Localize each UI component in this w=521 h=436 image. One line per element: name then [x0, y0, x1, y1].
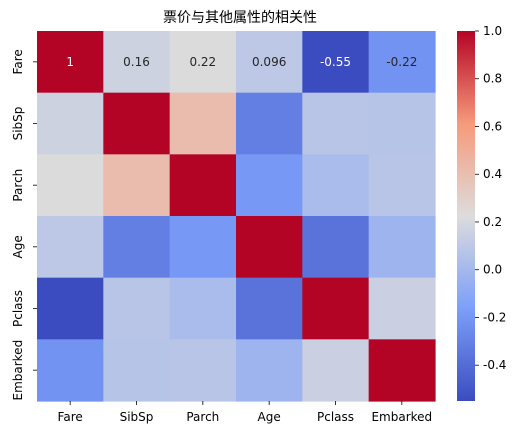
heatmap-cell — [302, 277, 370, 340]
heatmap-cell — [37, 339, 104, 402]
colorbar-ticks: -0.4 -0.2 0.0 0.2 0.4 0.6 0.8 1.0 — [475, 24, 506, 372]
heatmap-cell — [169, 216, 237, 279]
heatmap-cell — [368, 31, 436, 94]
heatmap-cell — [368, 92, 436, 155]
heatmap-cell — [37, 92, 104, 155]
heatmap-cell — [169, 92, 237, 155]
heatmap-cell — [236, 277, 303, 340]
column-tick-label: Age — [258, 410, 281, 424]
heatmap-cell — [103, 277, 171, 340]
heatmap-cell — [368, 154, 436, 217]
heatmap-cell — [103, 92, 171, 155]
colorbar-tick-label: 0.8 — [483, 72, 502, 86]
column-tick-label: Fare — [58, 410, 83, 424]
heatmap-cell — [169, 277, 237, 340]
cell-annotation: 0.22 — [189, 55, 216, 69]
heatmap-cells — [37, 31, 436, 402]
colorbar-tick-label: 1.0 — [483, 24, 502, 38]
chart-title: 票价与其他属性的相关性 — [163, 10, 317, 26]
heatmap-cell — [37, 277, 104, 340]
heatmap-cell — [368, 339, 436, 402]
heatmap-cell — [236, 339, 303, 402]
column-tick-label: Pclass — [317, 410, 354, 424]
heatmap-cell — [37, 216, 104, 279]
colorbar-tick-label: 0.4 — [483, 167, 502, 181]
row-tick-label: Parch — [11, 169, 25, 202]
heatmap-cell — [236, 31, 303, 94]
column-tick-labels: Fare SibSp Parch Age Pclass Embarked — [58, 401, 432, 424]
row-tick-label: Embarked — [11, 340, 25, 401]
cell-annotation: 1 — [66, 55, 74, 69]
row-tick-label: Fare — [11, 49, 25, 74]
heatmap-cell — [368, 216, 436, 279]
cell-annotation: 0.16 — [123, 55, 150, 69]
heatmap-cell — [169, 31, 237, 94]
heatmap-cell — [302, 154, 370, 217]
cell-annotation: 0.096 — [252, 55, 286, 69]
row-tick-label: SibSp — [11, 107, 25, 141]
row-tick-label: Pclass — [11, 290, 25, 327]
column-tick-label: Parch — [186, 410, 219, 424]
heatmap-cell — [169, 154, 237, 217]
heatmap-cell — [236, 154, 303, 217]
heatmap-cell — [169, 339, 237, 402]
heatmap-cell — [103, 339, 171, 402]
colorbar-tick-label: 0.6 — [483, 119, 502, 133]
heatmap-cell — [103, 154, 171, 217]
column-tick-label: SibSp — [120, 410, 154, 424]
heatmap-cell — [236, 216, 303, 279]
heatmap-cell — [37, 31, 104, 94]
row-tick-label: Age — [11, 235, 25, 258]
heatmap-cell — [302, 31, 370, 94]
heatmap-cell — [302, 216, 370, 279]
heatmap-cell — [302, 339, 370, 402]
heatmap-cell — [302, 92, 370, 155]
heatmap-cell — [37, 154, 104, 217]
cell-annotation: -0.55 — [320, 55, 351, 69]
column-tick-label: Embarked — [371, 410, 432, 424]
heatmap-cell — [236, 92, 303, 155]
colorbar-tick-label: -0.2 — [483, 310, 506, 324]
colorbar-tick-label: 0.0 — [483, 263, 502, 277]
colorbar — [457, 31, 475, 401]
cell-annotation: -0.22 — [386, 55, 417, 69]
colorbar-tick-label: 0.2 — [483, 215, 502, 229]
colorbar-tick-label: -0.4 — [483, 358, 506, 372]
heatmap-cell — [368, 277, 436, 340]
row-tick-labels: Fare SibSp Parch Age Pclass Embarked — [11, 49, 37, 401]
heatmap-cell — [103, 31, 171, 94]
cell-annotations: 1 0.16 0.22 0.096 -0.55 -0.22 — [66, 55, 417, 69]
heatmap-cell — [103, 216, 171, 279]
